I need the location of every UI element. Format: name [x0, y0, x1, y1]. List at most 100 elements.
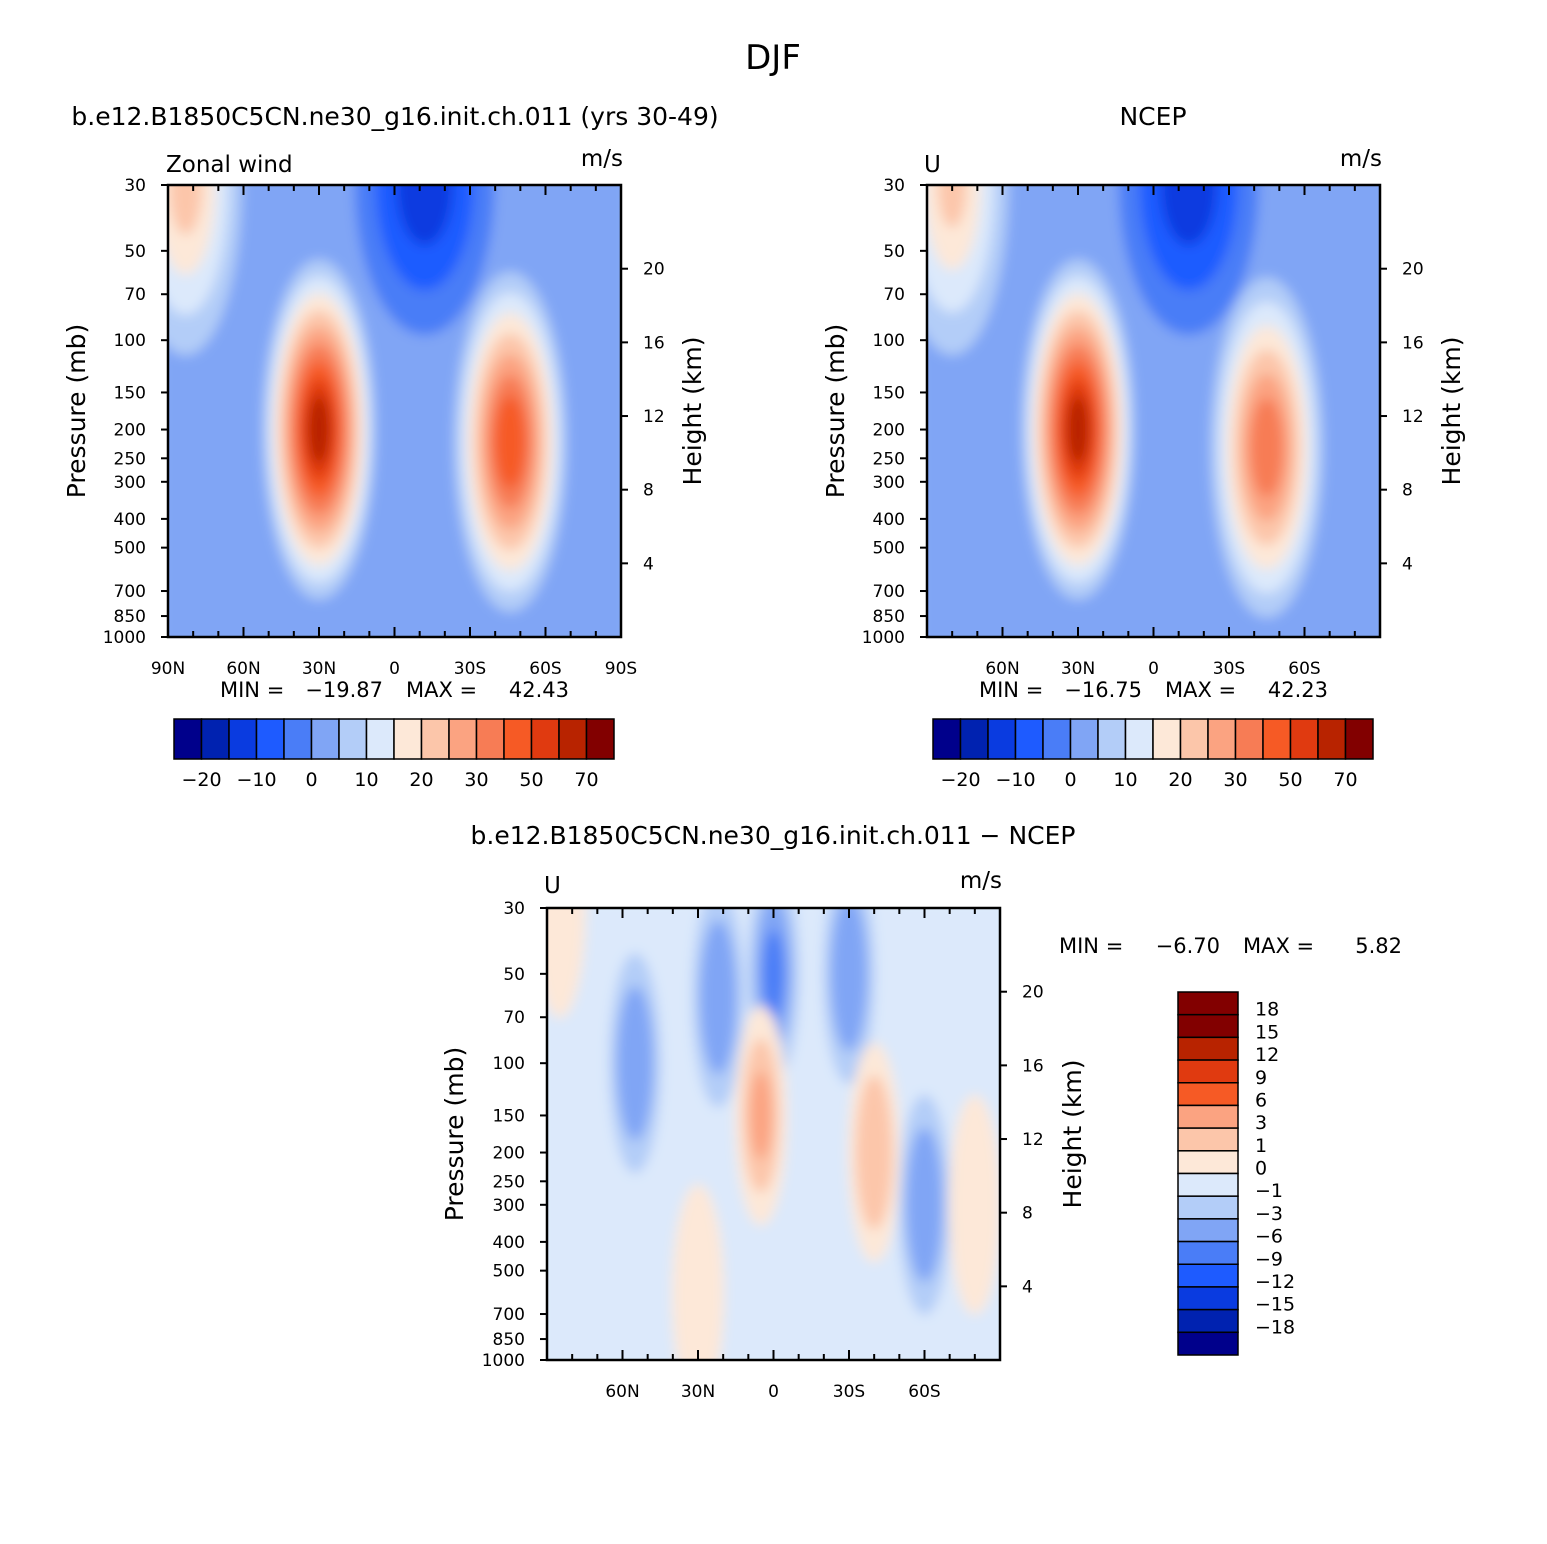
- y-tick-label: 1000: [482, 1351, 525, 1371]
- min-value: −16.75: [1064, 678, 1142, 702]
- colorbar-label: 20: [1168, 769, 1192, 791]
- y2-axis-label: Height (km): [1058, 1060, 1087, 1209]
- y-tick-label: 70: [124, 285, 146, 305]
- colorbar-label: 10: [354, 769, 378, 791]
- y-tick-label: 500: [493, 1262, 525, 1282]
- y-tick-label: 500: [873, 539, 905, 559]
- colorbar-swatch: [1234, 718, 1264, 760]
- contour-level: [938, 185, 967, 228]
- y2-tick-label: 20: [643, 260, 665, 280]
- y-tick-label: 700: [493, 1305, 525, 1325]
- panel-title: b.e12.B1850C5CN.ne30_g16.init.ch.011 − N…: [471, 821, 1076, 850]
- colorbar-swatch: [1177, 991, 1239, 1016]
- contour-field: [547, 908, 1000, 1360]
- colorbar-label: −10: [995, 769, 1035, 791]
- y2-axis-label: Height (km): [678, 337, 707, 486]
- units-label: m/s: [960, 868, 1002, 894]
- colorbar-swatch: [1177, 1172, 1239, 1197]
- contour-level: [169, 185, 202, 235]
- contour-level: [1067, 396, 1089, 463]
- colorbar-swatch: [558, 718, 588, 760]
- contour-field: [927, 185, 1380, 637]
- colorbar-swatch: [530, 718, 560, 760]
- left-label: Zonal wind: [166, 152, 293, 178]
- colorbar-swatch: [503, 718, 533, 760]
- colorbar-swatch: [1177, 1286, 1239, 1311]
- colorbar-swatch: [1177, 1059, 1239, 1084]
- y-tick-label: 70: [503, 1008, 525, 1028]
- x-tick-label: 90S: [605, 659, 637, 679]
- y-tick-label: 100: [873, 331, 905, 351]
- colorbar-swatch: [1177, 1127, 1239, 1152]
- y-tick-label: 300: [114, 473, 146, 493]
- x-tick-label: 0: [1148, 659, 1159, 679]
- colorbar-swatch: [932, 718, 962, 760]
- colorbar-swatch: [1069, 718, 1099, 760]
- colorbar-label: 20: [409, 769, 433, 791]
- left-label: U: [924, 152, 941, 178]
- panel-ncep: NCEP U m/s 30507010015020025030040050070…: [821, 102, 1466, 791]
- contour-level: [750, 1071, 772, 1160]
- colorbar-swatch: [393, 718, 423, 760]
- y2-tick-label: 4: [1402, 554, 1413, 574]
- y-tick-label: 200: [114, 421, 146, 441]
- axes: 3050701001502002503004005007008501000481…: [482, 899, 1044, 1402]
- colorbar-label: 1: [1255, 1135, 1267, 1157]
- colorbar-label: 9: [1255, 1067, 1267, 1089]
- colorbar-swatch: [1177, 1331, 1239, 1356]
- panel-model: b.e12.B1850C5CN.ne30_g16.init.ch.011 (yr…: [62, 102, 719, 791]
- y2-tick-label: 8: [1402, 481, 1413, 501]
- units-label: m/s: [581, 146, 623, 172]
- colorbar-swatch: [200, 718, 230, 760]
- colorbar-label: 6: [1255, 1089, 1267, 1111]
- y2-tick-label: 8: [1022, 1204, 1033, 1224]
- y-tick-label: 400: [493, 1233, 525, 1253]
- colorbar-swatch: [1177, 1082, 1239, 1107]
- x-tick-label: 60S: [1288, 659, 1320, 679]
- colorbar-label: 10: [1113, 769, 1137, 791]
- colorbar-label: −12: [1255, 1271, 1295, 1293]
- colorbar-label: −3: [1255, 1203, 1283, 1225]
- colorbar-swatch: [255, 718, 285, 760]
- colorbar-swatch: [1344, 718, 1374, 760]
- colorbar-swatch: [1177, 1308, 1239, 1334]
- colorbar-label: 30: [464, 769, 488, 791]
- panel-difference: b.e12.B1850C5CN.ne30_g16.init.ch.011 − N…: [440, 821, 1402, 1402]
- contour-level: [699, 920, 737, 1075]
- colorbar-label: −9: [1255, 1248, 1283, 1270]
- colorbar-label: 3: [1255, 1112, 1267, 1134]
- y-tick-label: 400: [114, 510, 146, 530]
- max-label: MAX =: [1165, 678, 1236, 702]
- colorbar-label: 70: [574, 769, 598, 791]
- colorbar-swatch: [1262, 718, 1292, 760]
- y2-tick-label: 4: [1022, 1277, 1033, 1297]
- y2-tick-label: 16: [643, 333, 665, 353]
- colorbar-swatch: [310, 718, 340, 760]
- x-tick-label: 30N: [681, 1382, 715, 1402]
- y-tick-label: 250: [114, 449, 146, 469]
- contour-level: [906, 1127, 943, 1282]
- colorbar-swatch: [1014, 718, 1044, 760]
- axes: 3050701001502002503004005007008501000481…: [862, 176, 1424, 679]
- y2-tick-label: 12: [1022, 1130, 1044, 1150]
- colorbar-swatch: [283, 718, 313, 760]
- colorbar-swatch: [1177, 1013, 1239, 1039]
- min-max-readout: MIN = −16.75 MAX = 42.23: [979, 678, 1328, 702]
- y-axis-label: Pressure (mb): [440, 1047, 469, 1221]
- y-tick-label: 500: [114, 539, 146, 559]
- contour-level: [672, 1184, 724, 1360]
- colorbar-swatch: [1097, 718, 1127, 760]
- left-label: U: [544, 873, 561, 899]
- contour-level: [948, 1094, 1000, 1315]
- colorbar-swatch: [1124, 718, 1154, 760]
- colorbar-swatch: [173, 718, 203, 760]
- panel-title: NCEP: [1119, 102, 1186, 131]
- min-label: MIN =: [220, 678, 284, 702]
- y-tick-label: 250: [493, 1172, 525, 1192]
- y-tick-label: 850: [873, 607, 905, 627]
- contour-level: [616, 986, 654, 1141]
- contour-level: [830, 908, 868, 1051]
- colorbar-swatch: [338, 718, 368, 760]
